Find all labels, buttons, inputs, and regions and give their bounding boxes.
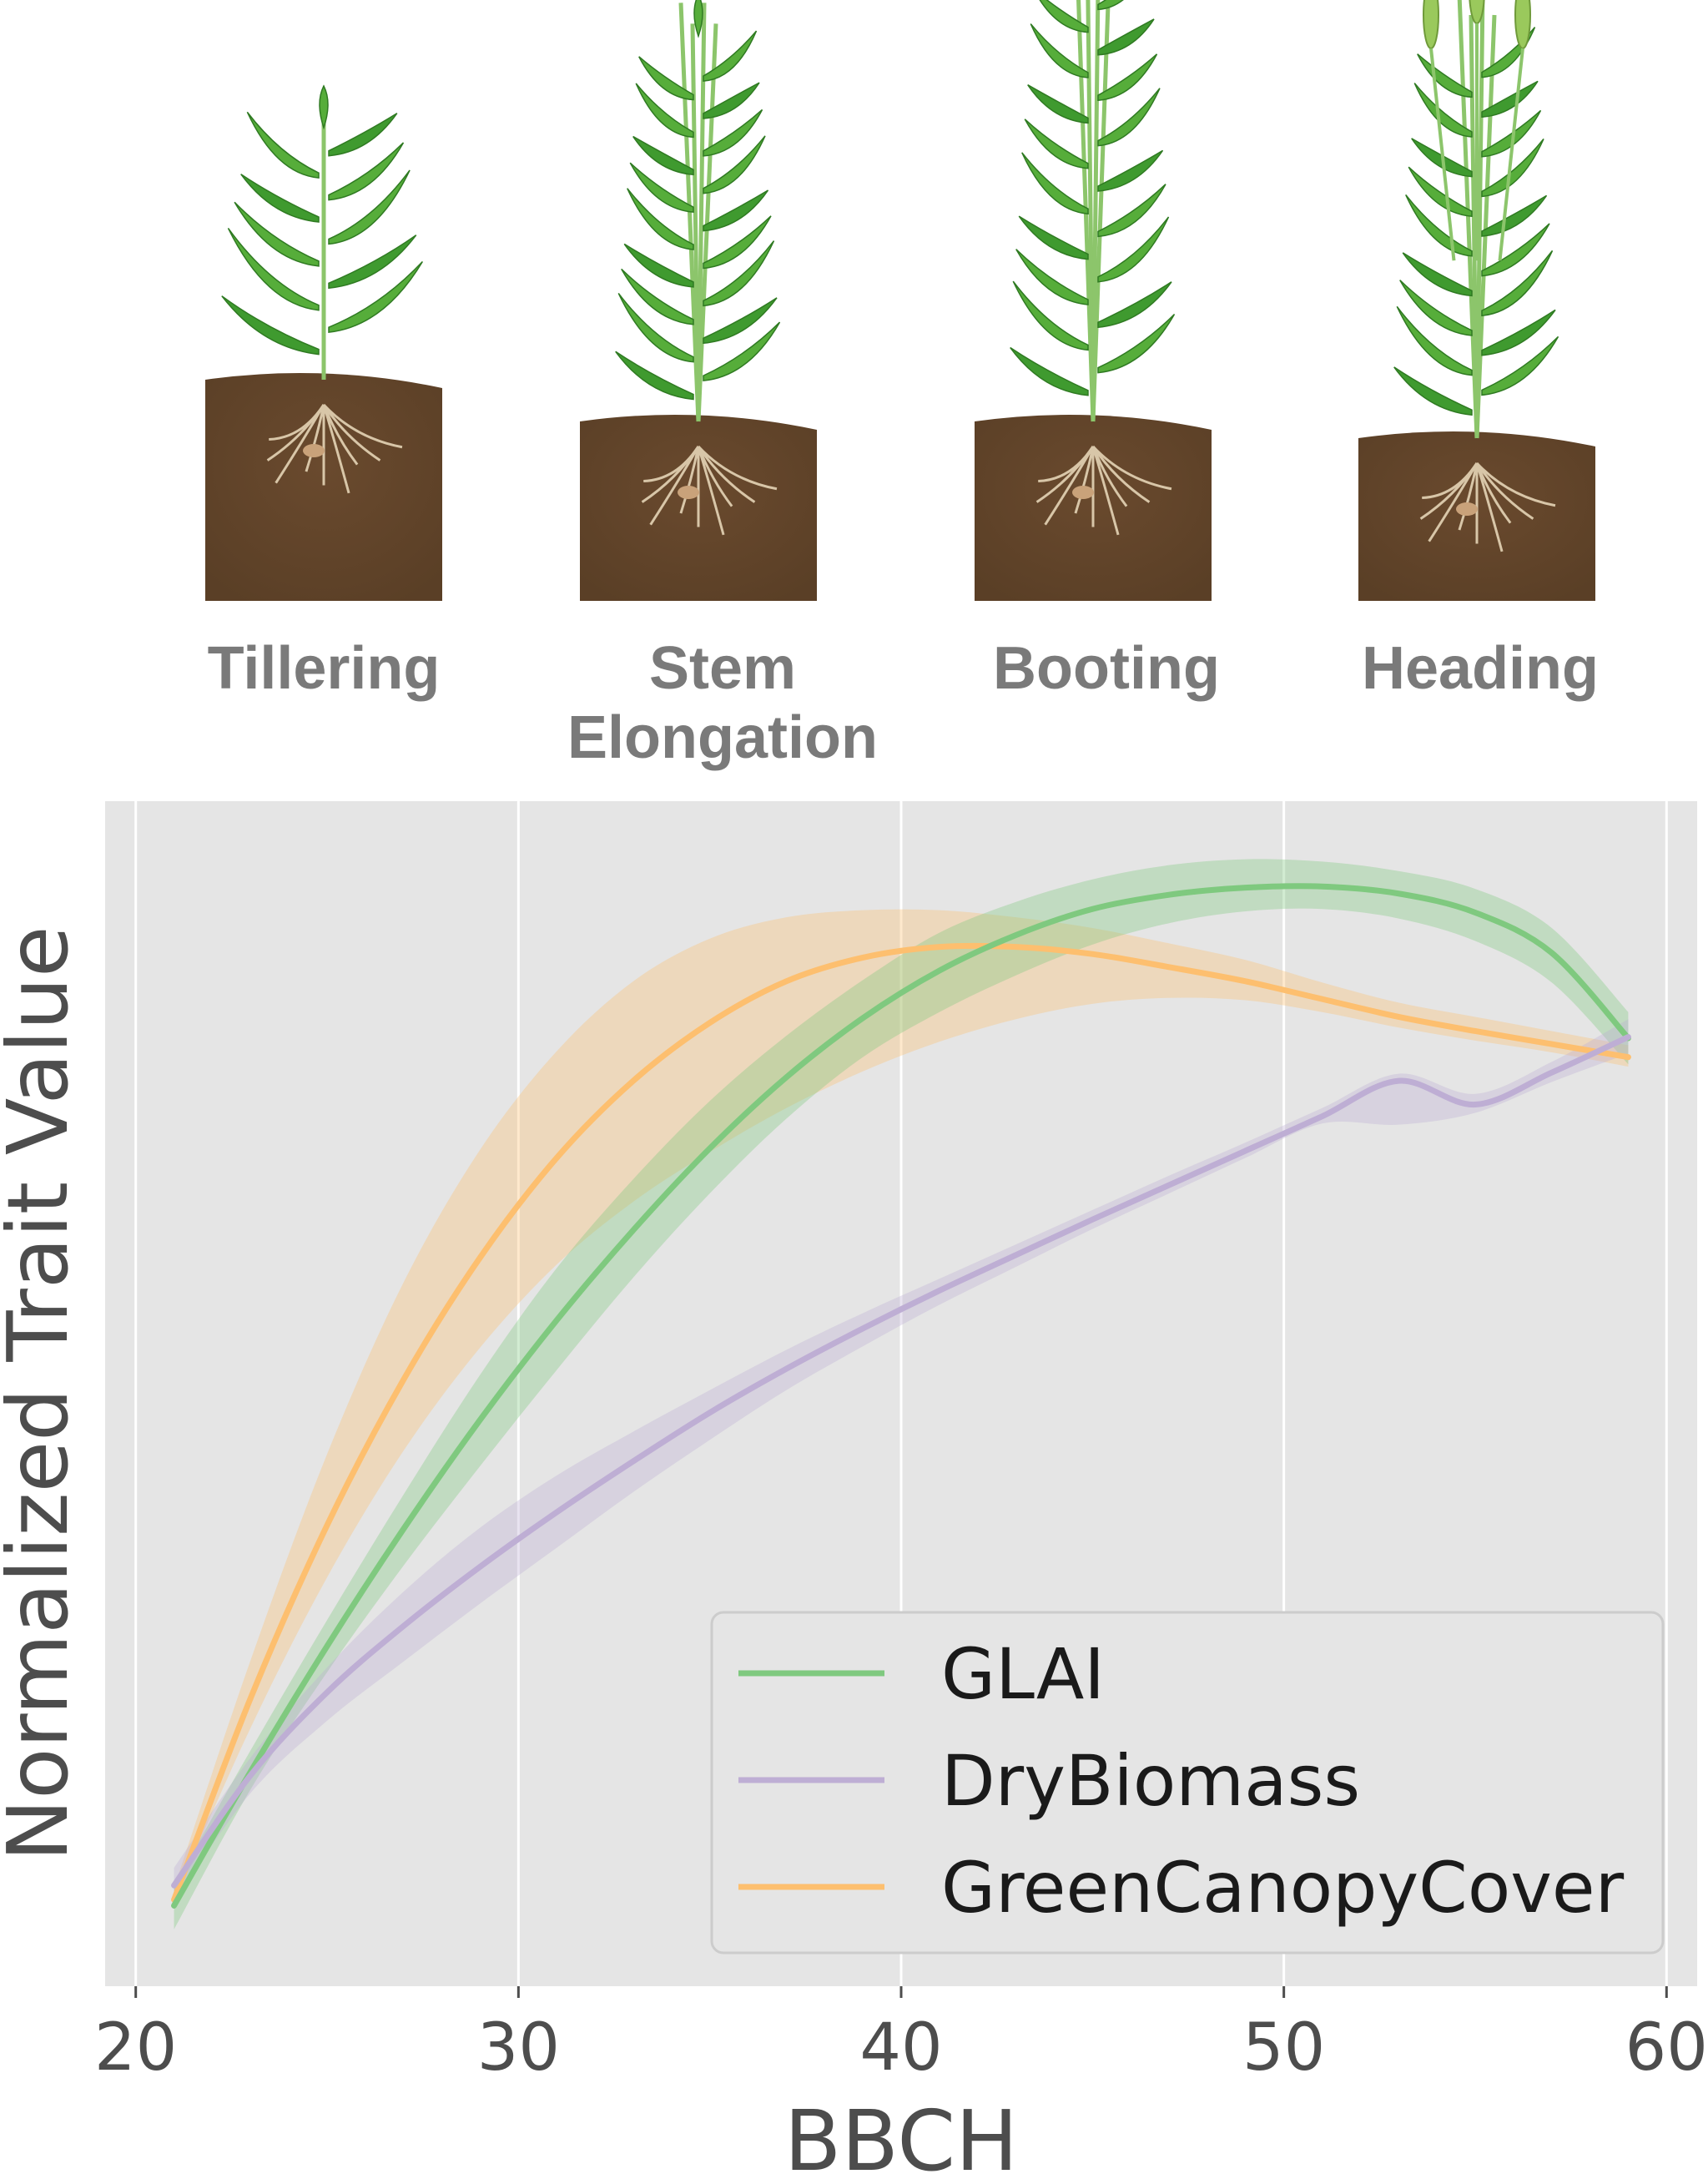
seed (1072, 486, 1094, 499)
roots (1035, 445, 1172, 536)
leaves (221, 84, 424, 381)
legend-label-drybiomass: DryBiomass (941, 1740, 1360, 1822)
line-greencanopycover (171, 942, 1631, 1903)
stage-label-tillering: Tillering (208, 635, 441, 702)
plant-illustration (975, 0, 1212, 601)
seed (678, 486, 699, 499)
trait-chart: 20 30 40 50 60 BBCH Normalized Trait Value G… (0, 801, 1708, 2179)
legend: GLAI DryBiomass GreenCanopyCover (710, 1611, 1665, 1955)
growth-stage-labels: Tillering Stem Elongation Booting Headin… (208, 635, 1599, 771)
roots (641, 445, 778, 536)
x-tick-label: 60 (1625, 2010, 1708, 2086)
seed (1456, 502, 1478, 516)
plant-illustration (205, 84, 442, 601)
wheat-heads (1423, 0, 1531, 261)
x-axis-ticks: 20 30 40 50 60 (94, 1986, 1708, 2086)
confidence-bands (174, 859, 1629, 1929)
band-greencanopycover (174, 909, 1629, 1900)
legend-label-greencanopycover: GreenCanopyCover (941, 1847, 1625, 1929)
x-axis-label: BBCH (784, 2092, 1018, 2179)
legend-label-glai: GLAI (941, 1633, 1105, 1715)
stage-label-stem: Stem (649, 635, 796, 702)
soil (205, 373, 442, 601)
plant-illustration (1358, 0, 1595, 601)
legend-frame (710, 1611, 1665, 1955)
x-tick-label: 40 (859, 2010, 942, 2086)
stage-label-elongation: Elongation (567, 704, 878, 771)
growth-stage-illustrations (205, 0, 1595, 601)
leaves (1010, 0, 1176, 422)
stage-label-heading: Heading (1362, 635, 1599, 702)
seed (303, 444, 325, 457)
roots (1419, 462, 1556, 552)
plant-illustration (580, 0, 817, 601)
x-tick-label: 30 (477, 2010, 560, 2086)
leaves (615, 0, 781, 422)
band-drybiomass (174, 1019, 1629, 1901)
line-glai (171, 883, 1631, 1909)
stage-label-booting: Booting (993, 635, 1220, 702)
x-tick-label: 50 (1242, 2010, 1325, 2086)
series-lines (171, 883, 1631, 1909)
roots (266, 403, 403, 494)
line-drybiomass (171, 1034, 1631, 1889)
y-axis-label: Normalized Trait Value (0, 926, 87, 1861)
x-tick-label: 20 (94, 2010, 177, 2086)
